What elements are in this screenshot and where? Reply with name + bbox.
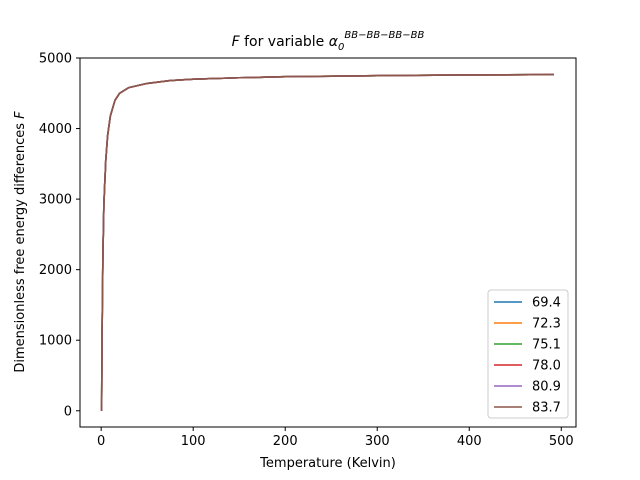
- legend-entry: 78.0: [494, 359, 561, 374]
- title-prefix: F: [232, 34, 241, 50]
- series-line-80-9: [100, 73, 554, 411]
- x-tick-label: 300: [365, 434, 390, 449]
- legend: 69.4 72.3 75.1 78.0 80.9 83.7: [487, 289, 569, 419]
- x-tick-label: 400: [457, 434, 482, 449]
- title-subscript: 0: [338, 42, 344, 53]
- x-axis-ticks: 0 100 200 300 400 500: [97, 427, 574, 449]
- x-tick-label: 500: [549, 434, 574, 449]
- series-line-78-0: [100, 73, 554, 411]
- legend-label: 69.4: [532, 296, 561, 311]
- chart-title: F for variable α0BB−BB−BB−BB: [232, 30, 425, 53]
- plot-area: [79, 57, 577, 428]
- legend-entry: 83.7: [494, 401, 561, 416]
- x-tick-label: 0: [97, 434, 105, 449]
- y-tick-label: 1000: [39, 334, 72, 349]
- title-superscript: BB−BB−BB−BB: [344, 30, 424, 41]
- plot-frame: [79, 57, 577, 428]
- y-axis-ticks: 0 1000 2000 3000 4000 5000: [39, 52, 80, 419]
- legend-entry: 80.9: [494, 380, 561, 395]
- legend-entry: 75.1: [494, 338, 561, 353]
- y-tick-label: 3000: [39, 193, 72, 208]
- series-line-75-1: [100, 73, 554, 411]
- legend-entry: 72.3: [494, 317, 561, 332]
- y-axis-label-text: Dimensionless free energy differences: [13, 119, 28, 373]
- x-tick-label: 100: [181, 434, 206, 449]
- x-tick-label: 200: [273, 434, 298, 449]
- legend-label: 78.0: [532, 359, 561, 374]
- y-tick-label: 2000: [39, 263, 72, 278]
- title-symbol: α: [329, 34, 339, 50]
- legend-entry: 69.4: [494, 296, 561, 311]
- series-line-69-4: [100, 73, 554, 411]
- series-line-83-7: [100, 73, 554, 411]
- series-layer: [100, 73, 554, 411]
- y-tick-label: 4000: [39, 122, 72, 137]
- y-axis-label: Dimensionless free energy differences F: [13, 111, 28, 373]
- series-line-72-3: [100, 73, 554, 411]
- x-axis-label: Temperature (Kelvin): [259, 456, 396, 471]
- legend-label: 75.1: [532, 338, 561, 353]
- legend-entries: 69.4 72.3 75.1 78.0 80.9 83.7: [494, 296, 561, 416]
- y-axis-label-symbol: F: [13, 111, 28, 119]
- title-middle: for variable: [240, 34, 329, 50]
- legend-label: 83.7: [532, 401, 561, 416]
- y-tick-label: 5000: [39, 52, 72, 67]
- legend-label: 80.9: [532, 380, 561, 395]
- y-tick-label: 0: [64, 404, 72, 419]
- legend-label: 72.3: [532, 317, 561, 332]
